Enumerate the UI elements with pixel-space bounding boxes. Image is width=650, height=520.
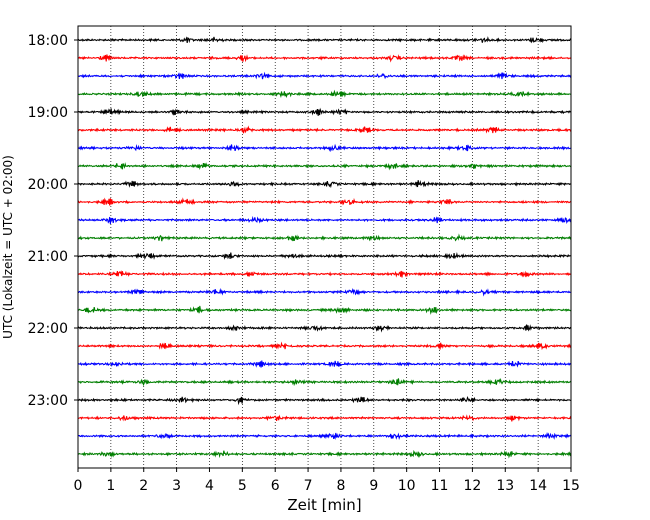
trace-row-19 [77,377,572,387]
x-tick-label-5: 5 [238,478,247,494]
x-tick-label-6: 6 [271,478,280,494]
y-tick-label-5: 23:00 [28,393,68,409]
trace-row-16 [77,324,572,333]
trace-row-12 [77,251,572,261]
trace-group [77,36,572,459]
trace-row-13 [77,270,571,278]
trace-row-23 [77,449,572,459]
trace-row-5 [77,125,572,134]
trace-row-17 [78,341,572,351]
y-tick-label-4: 22:00 [28,321,68,337]
trace-row-3 [77,89,571,99]
trace-row-21 [77,414,572,422]
trace-row-11 [77,233,572,242]
x-tick-label-10: 10 [398,478,416,494]
trace-row-1 [78,54,572,63]
trace-row-6 [77,143,572,153]
y-tick-label-3: 21:00 [28,249,68,265]
trace-row-22 [77,431,572,440]
trace-row-10 [77,215,572,225]
x-tick-label-15: 15 [562,478,580,494]
x-tick-label-7: 7 [304,478,313,494]
x-tick-label-1: 1 [106,478,115,494]
plot-frame [77,25,572,469]
trace-row-0 [77,36,572,44]
y-tick-label-0: 18:00 [28,33,68,49]
x-tick-label-4: 4 [205,478,214,494]
x-tick-label-12: 12 [463,478,481,494]
trace-row-18 [77,360,572,368]
trace-row-4 [77,107,572,116]
trace-row-20 [77,396,572,406]
y-tick-label-1: 19:00 [28,105,68,121]
x-axis-label: Zeit [min] [287,496,361,514]
trace-row-15 [78,305,572,315]
y-tick-label-2: 20:00 [28,177,68,193]
x-tick-label-8: 8 [336,478,345,494]
x-tick-label-11: 11 [431,478,449,494]
trace-row-7 [77,162,572,171]
y-axis-ticks: 18:00 19:00 20:00 21:00 22:00 23:00 [28,33,78,409]
trace-row-9 [77,197,572,206]
trace-row-14 [78,287,572,297]
trace-row-2 [77,71,572,80]
x-axis-ticks: 0 1 2 3 4 5 6 7 8 9 10 11 12 13 14 15 [74,468,580,494]
trace-row-8 [77,180,572,189]
x-tick-label-14: 14 [529,478,547,494]
x-tick-label-9: 9 [369,478,378,494]
x-tick-label-3: 3 [172,478,181,494]
x-tick-label-2: 2 [139,478,148,494]
x-tick-label-0: 0 [74,478,83,494]
x-tick-label-13: 13 [496,478,514,494]
y-axis-label: UTC (Lokalzeit = UTC + 02:00) [1,155,15,339]
